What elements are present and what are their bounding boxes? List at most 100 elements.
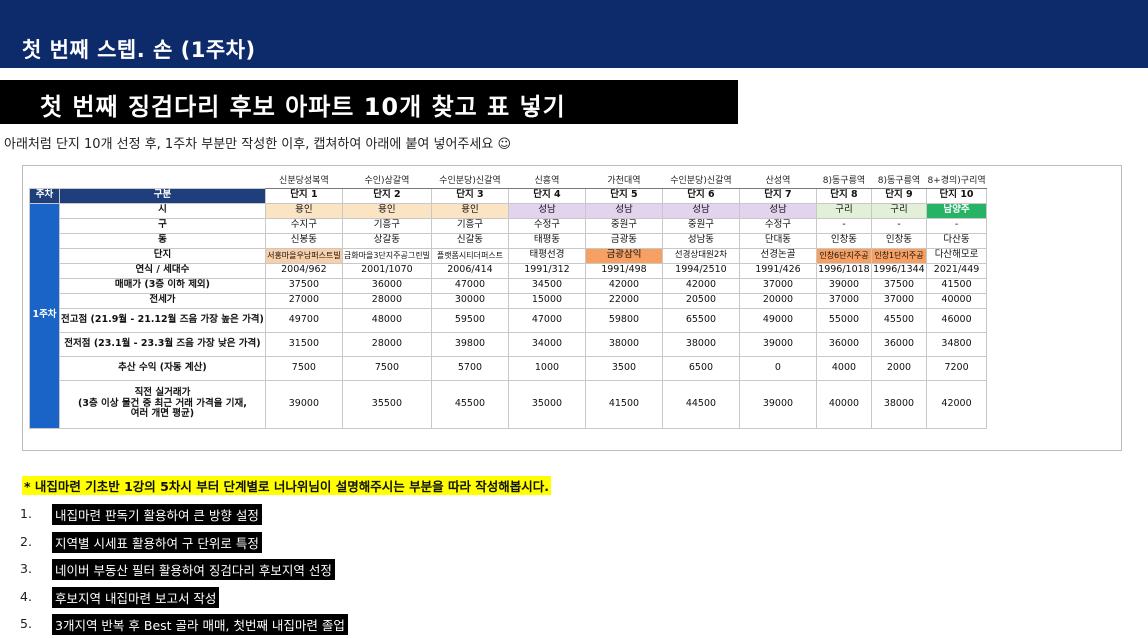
table-cell: 인창6단지주공 — [815, 247, 872, 264]
danji-header: 단지 2 — [341, 187, 432, 204]
table-cell: 44500 — [661, 379, 740, 429]
table-cell: 상갈동 — [341, 232, 432, 249]
row-label: 연식 / 세대수 — [59, 262, 266, 279]
table-cell: 40000 — [925, 292, 988, 309]
table-cell: 2004/962 — [264, 262, 343, 279]
section-title: * 내집마련 기초반 1강의 5차시 부터 단계별로 너나위님이 설명해주시는 … — [22, 476, 552, 495]
table-cell: - — [925, 217, 988, 234]
step-text: 내집마련 판독기 활용하여 큰 방향 설정 — [52, 504, 262, 525]
table-cell: 6500 — [661, 355, 740, 381]
table-cell: 수정구 — [738, 217, 817, 234]
table-cell: 서홍마을우남퍼스트빌 — [264, 247, 343, 264]
table-cell: 42000 — [925, 379, 988, 429]
step-number: 3. — [20, 561, 32, 576]
table-cell: 46000 — [925, 307, 988, 333]
week-cell: 1주차 — [29, 202, 60, 429]
danji-header: 단지 3 — [430, 187, 509, 204]
table-cell: 2021/449 — [925, 262, 988, 279]
step-text: 지역별 시세표 활용하여 구 단위로 특정 — [52, 531, 262, 553]
station-cell: 8+경의)구리역 — [926, 174, 987, 189]
step-number: 2. — [20, 533, 32, 549]
row-label: 전저점 (23.1월 - 23.3월 즈음 가장 낮은 가격) — [59, 331, 266, 357]
table-cell: 성남 — [661, 202, 740, 219]
table-cell: 2006/414 — [430, 262, 509, 279]
table-cell: 중원구 — [584, 217, 663, 234]
table-cell: 1000 — [507, 355, 586, 381]
table-cell: 신봉동 — [264, 232, 343, 249]
table-cell: 65500 — [661, 307, 740, 333]
step-number: 5. — [20, 616, 32, 631]
table-cell: 구리 — [815, 202, 872, 219]
apartment-table-image: 신분당성복역 수인)상갈역 수인분당)신갈역 신흥역 가천대역 수인분당)신갈역… — [22, 165, 1122, 451]
danji-header: 단지 7 — [738, 187, 817, 204]
table-cell: 41500 — [925, 277, 988, 294]
table-cell: 신갈동 — [430, 232, 509, 249]
table-cell: 35500 — [341, 379, 432, 429]
row-dong: 동 신봉동 상갈동 신갈동 태평동 금광동 성남동 단대동 인창동 인창동 다산… — [30, 232, 988, 249]
table-cell: 39800 — [430, 331, 509, 357]
station-cell: 수인분당)신갈역 — [431, 174, 509, 189]
table-cell: 3500 — [584, 355, 663, 381]
table-cell: 1991/426 — [738, 262, 817, 279]
table-cell: 용인 — [264, 202, 343, 219]
danji-header: 단지 4 — [507, 187, 586, 204]
step-number: 1. — [20, 506, 32, 521]
subtitle-bar: 첫 번째 징검다리 후보 아파트 10개 찾고 표 넣기 — [0, 80, 738, 124]
table-cell: 38000 — [661, 331, 740, 357]
station-row: 신분당성복역 수인)상갈역 수인분당)신갈역 신흥역 가천대역 수인분당)신갈역… — [30, 174, 987, 189]
table-cell: 금화마을3단지주공그린빌 — [341, 247, 432, 264]
row-label: 추산 수익 (자동 계산) — [59, 355, 266, 381]
table-cell: 35000 — [507, 379, 586, 429]
step-text: 3개지역 반복 후 Best 골라 매매, 첫번째 내집마련 졸업 — [52, 614, 348, 635]
table-cell: 인창동 — [870, 232, 927, 249]
table-cell: 39000 — [264, 379, 343, 429]
table-cell: 41500 — [584, 379, 663, 429]
table-cell: 다산동 — [925, 232, 988, 249]
station-cell: 신분당성복역 — [265, 174, 343, 189]
table-cell: 38000 — [870, 379, 927, 429]
table-cell: 다산해모로 — [925, 247, 988, 264]
row-label: 전세가 — [59, 292, 266, 309]
row-label: 동 — [59, 232, 266, 249]
table-cell: 1994/2510 — [661, 262, 740, 279]
row-jeonse: 전세가 27000 28000 30000 15000 22000 20500 … — [30, 292, 988, 309]
table-cell: 7500 — [341, 355, 432, 381]
table-cell: 20000 — [738, 292, 817, 309]
table-cell: 중원구 — [661, 217, 740, 234]
station-cell: 산성역 — [739, 174, 817, 189]
table-cell: 1991/312 — [507, 262, 586, 279]
table-cell: 45500 — [870, 307, 927, 333]
table-cell: - — [870, 217, 927, 234]
header-row: 주차 구분 단지 1 단지 2 단지 3 단지 4 단지 5 단지 6 단지 7… — [29, 187, 988, 204]
row-si: 1주차 시 용인 용인 용인 성남 성남 성남 성남 구리 구리 남양주 — [29, 202, 988, 429]
table-cell: 48000 — [341, 307, 432, 333]
table-cell: 20500 — [661, 292, 740, 309]
table-cell: 31500 — [264, 331, 343, 357]
station-cell: 수인분당)신갈역 — [662, 174, 740, 189]
table-cell: 성남 — [584, 202, 663, 219]
table-cell: 태평선경 — [507, 247, 586, 264]
table-cell: 36000 — [815, 331, 872, 357]
instruction-text: 아래처럼 단지 10개 선정 후, 1주차 부분만 작성한 이후, 캡쳐하여 아… — [4, 137, 511, 152]
table-cell: 2001/1070 — [341, 262, 432, 279]
row-label: 직전 실거래가 (3층 이상 물건 중 최근 거래 가격을 기재, 여러 개면 … — [59, 379, 266, 429]
table-cell: 1996/1344 — [870, 262, 927, 279]
table-cell: 34000 — [507, 331, 586, 357]
row-profit: 추산 수익 (자동 계산) 7500 7500 5700 1000 3500 6… — [30, 355, 988, 381]
row-danji: 단지 서홍마을우남퍼스트빌 금화마을3단지주공그린빌 플랫폼시티더퍼스트 태평선… — [30, 247, 988, 264]
table-cell: 59500 — [430, 307, 509, 333]
table-cell: 7200 — [925, 355, 988, 381]
table-cell: 플랫폼시티더퍼스트 — [430, 247, 509, 264]
table-cell: 39000 — [738, 379, 817, 429]
row-label: 시 — [59, 202, 266, 219]
table-cell: 37000 — [870, 292, 927, 309]
danji-header: 단지 9 — [870, 187, 927, 204]
row-low: 전저점 (23.1월 - 23.3월 즈음 가장 낮은 가격) 31500 28… — [30, 331, 988, 357]
table-cell: 59800 — [584, 307, 663, 333]
table-cell: 인창동 — [815, 232, 872, 249]
table-cell: 금광삼익 — [584, 247, 663, 264]
table-cell: 37000 — [815, 292, 872, 309]
header-bar: 첫 번째 스텝. 손 (1주차) — [0, 0, 1148, 68]
table-cell: 선경상대원2차 — [661, 247, 740, 264]
table-cell: 0 — [738, 355, 817, 381]
